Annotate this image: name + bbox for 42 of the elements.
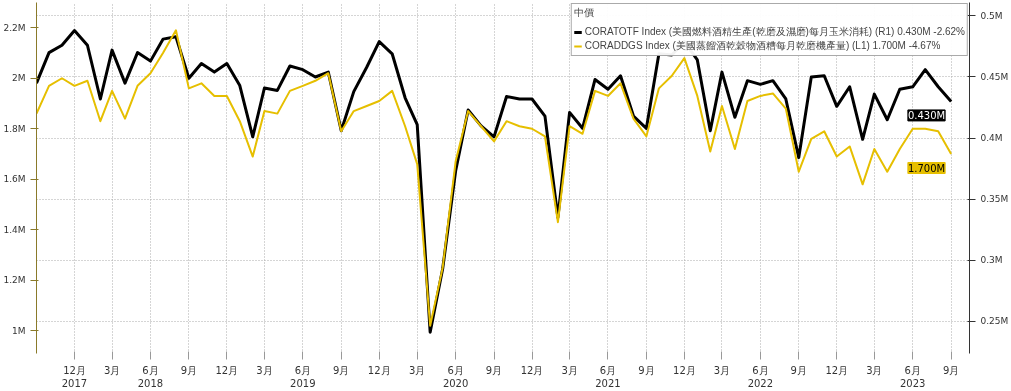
x-tick-label: 3月 [713,364,731,376]
y2-tick-label: 0.25M [980,316,1009,327]
x-tick-label: 6月 2023 [900,364,926,389]
y-tick-label: 2M [12,73,26,84]
y2-tick-label: 0.35M [980,194,1009,205]
x-tick-label: 12月 [520,364,544,376]
x-tick-label: 3月 [561,364,578,376]
x-tick-label: 3月 [103,364,121,376]
x-tick-label: 9月 [638,364,655,376]
x-tick-label: 12月 [825,364,849,376]
x-tick-label: 3月 [256,364,273,376]
y2-tick-label: 0.4M [980,133,1003,144]
y-tick-label: 1M [12,325,26,336]
x-tick-label: 9月 [180,364,198,376]
y2-tick-label: 0.3M [980,255,1003,266]
x-tick-label: 9月 [942,364,960,376]
legend-title: 中價 [573,6,595,20]
data-label: 0.430M [907,109,946,121]
y-tick-label: 2.2M [3,22,26,33]
y-tick-label: 1.6M [3,174,26,185]
x-tick-label: 12月 [215,364,239,376]
x-tick-label: 6月 2021 [595,364,621,389]
y-tick-label: 1.4M [3,224,26,235]
x-tick-label: 9月 [485,364,503,376]
x-tick-label: 3月 [409,364,426,376]
x-tick-label: 12月 [673,364,696,376]
y-tick-label: 1.2M [3,275,26,286]
x-tick-label: 12月 [367,364,391,376]
legend-label: CORATOTF Index (美國燃料酒精生產(乾磨及濕磨)每月玉米消耗) (R1) 0.430M -2.62% [584,25,965,39]
y2-tick-label: 0.5M [980,10,1003,21]
y-tick-label: 1.8M [3,123,26,134]
x-tick-label: 6月 2019 [290,364,316,389]
data-label: 1.700M [907,162,946,174]
x-tick-label: 6月 2020 [442,364,469,389]
x-tick-label: 6月 2022 [747,364,774,389]
x-tick-label: 6月 2018 [137,364,164,389]
x-tick-label: 9月 [790,364,807,376]
y2-tick-label: 0.45M [980,72,1009,82]
x-tick-label: 12月 2017 [61,364,88,389]
legend-label: CORADDGS Index (美國蒸餾酒乾穀物酒糟每月乾磨機產量) (L1) 1.700M -4.67% [584,39,941,53]
x-tick-label: 9月 [333,364,350,376]
x-tick-label: 3月 [866,364,883,376]
